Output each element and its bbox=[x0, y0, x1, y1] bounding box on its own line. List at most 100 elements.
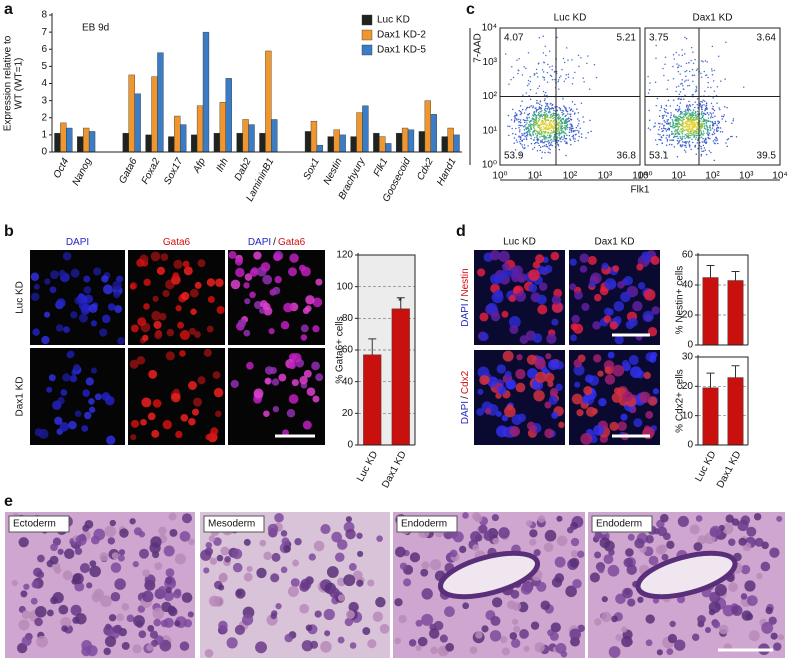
flow-event bbox=[525, 120, 527, 122]
cell bbox=[50, 556, 59, 565]
flow-event bbox=[514, 118, 516, 120]
cell bbox=[651, 256, 660, 265]
flow-event bbox=[683, 88, 685, 90]
flow-event bbox=[689, 127, 691, 129]
flow-event bbox=[536, 92, 538, 94]
flow-event bbox=[731, 136, 733, 138]
annotation: * bbox=[398, 297, 402, 308]
flow-event bbox=[520, 122, 522, 124]
cell bbox=[710, 526, 721, 537]
cell bbox=[188, 418, 196, 426]
flow-event bbox=[684, 123, 686, 125]
cell bbox=[180, 641, 190, 651]
flow-event bbox=[701, 116, 703, 118]
flow-event bbox=[540, 141, 542, 143]
cell bbox=[56, 324, 64, 332]
flow-event bbox=[647, 76, 649, 78]
y-tick-label: 0 bbox=[687, 340, 693, 351]
flow-event bbox=[536, 117, 538, 119]
flow-event bbox=[695, 145, 697, 147]
cell bbox=[349, 563, 357, 571]
flow-event bbox=[728, 138, 730, 140]
flow-event bbox=[711, 68, 713, 70]
cell bbox=[253, 251, 261, 259]
cell bbox=[68, 421, 77, 430]
cell bbox=[479, 312, 488, 321]
cell bbox=[653, 388, 659, 394]
flow-event bbox=[543, 91, 545, 93]
flow-event bbox=[687, 79, 689, 81]
cell bbox=[184, 619, 192, 627]
flow-event bbox=[544, 136, 546, 138]
flow-event bbox=[678, 118, 680, 120]
flow-event bbox=[553, 113, 555, 115]
flow-event bbox=[554, 140, 556, 142]
image-label: DAPI/Gata6 bbox=[248, 237, 306, 248]
flow-event bbox=[681, 139, 683, 141]
bar bbox=[431, 114, 437, 152]
y-axis-label: 7-AAD bbox=[473, 33, 484, 62]
flow-event bbox=[710, 117, 712, 119]
cell bbox=[282, 537, 290, 545]
cell bbox=[481, 625, 488, 632]
cell bbox=[108, 537, 115, 544]
flow-event bbox=[695, 138, 697, 140]
flow-event bbox=[518, 119, 520, 121]
flow-event bbox=[714, 70, 716, 72]
flow-event bbox=[562, 128, 564, 130]
flow-event bbox=[553, 132, 555, 134]
cell bbox=[235, 588, 245, 598]
y-axis-label: % Nestin+ cells bbox=[675, 266, 686, 335]
cell bbox=[254, 388, 264, 398]
flow-event bbox=[545, 131, 547, 133]
flow-event bbox=[692, 117, 694, 119]
flow-event bbox=[533, 113, 535, 115]
flow-event bbox=[697, 104, 699, 106]
flow-event bbox=[684, 71, 686, 73]
cell bbox=[301, 267, 311, 277]
flow-event bbox=[571, 136, 573, 138]
flow-event bbox=[689, 126, 691, 128]
cell bbox=[649, 356, 656, 363]
flow-event bbox=[666, 115, 668, 117]
flow-event bbox=[694, 107, 696, 109]
flow-event bbox=[539, 85, 541, 87]
flow-event bbox=[683, 129, 685, 131]
cell bbox=[755, 538, 764, 547]
flow-event bbox=[683, 130, 685, 132]
cell bbox=[79, 314, 88, 323]
cell bbox=[636, 264, 643, 271]
flow-event bbox=[678, 124, 680, 126]
flow-event bbox=[521, 125, 523, 127]
flow-event bbox=[552, 121, 554, 123]
flow-event bbox=[666, 123, 668, 125]
cell bbox=[430, 559, 441, 570]
flow-event bbox=[706, 61, 708, 63]
flow-event bbox=[704, 147, 706, 149]
flow-event bbox=[701, 127, 703, 129]
cell bbox=[140, 419, 147, 426]
x-tick-label: Flk1 bbox=[372, 156, 391, 178]
flow-event bbox=[684, 150, 686, 152]
cell bbox=[529, 529, 537, 537]
flow-event bbox=[562, 125, 564, 127]
cell bbox=[737, 520, 748, 531]
flow-event bbox=[695, 111, 697, 113]
panel-label: e bbox=[4, 493, 13, 510]
cell bbox=[657, 527, 667, 537]
flow-event bbox=[574, 104, 576, 106]
flow-event bbox=[558, 88, 560, 90]
flow-event bbox=[659, 110, 661, 112]
cell bbox=[516, 354, 522, 360]
flow-event bbox=[543, 142, 545, 144]
cell bbox=[581, 303, 589, 311]
flow-event bbox=[551, 127, 553, 128]
cell bbox=[574, 359, 583, 368]
flow-event bbox=[689, 85, 691, 87]
flow-event bbox=[538, 112, 540, 114]
cell bbox=[164, 545, 175, 556]
flow-event bbox=[528, 124, 530, 126]
flow-event bbox=[531, 128, 533, 130]
cell bbox=[161, 253, 169, 261]
flow-event bbox=[576, 108, 578, 110]
